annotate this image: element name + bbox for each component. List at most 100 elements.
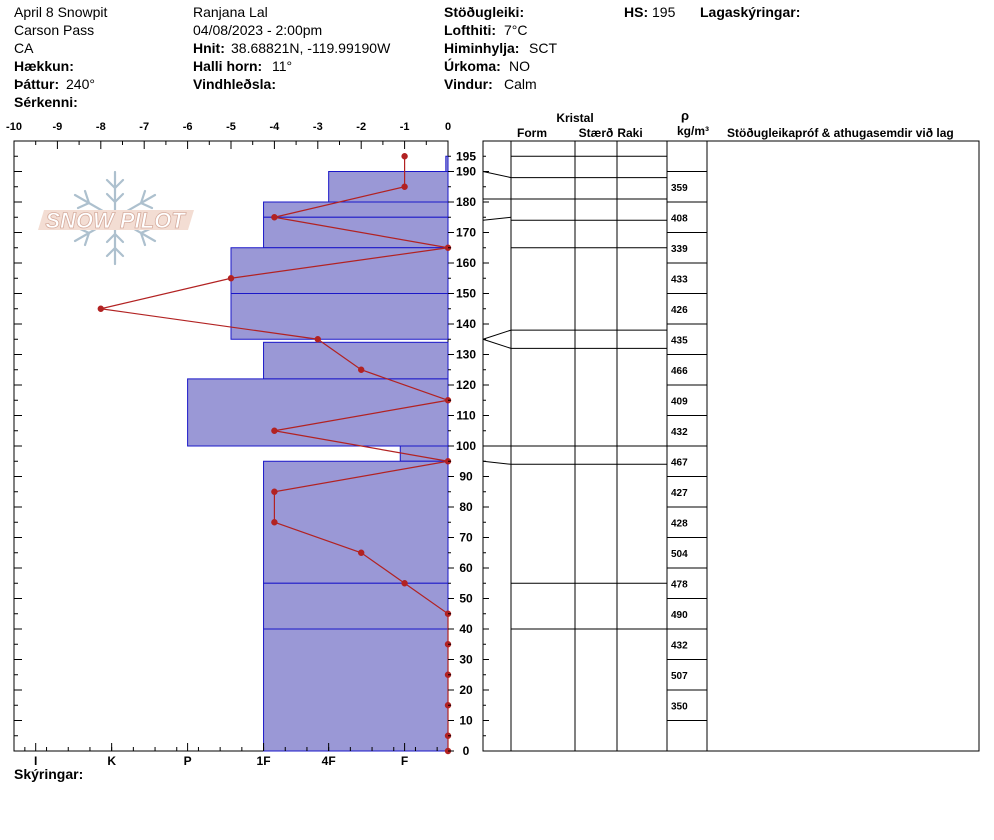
density-value: 359 [671, 183, 688, 194]
air-temp-value: 7°C [504, 22, 528, 38]
observer-name: Ranjana Lal [193, 4, 268, 20]
coords-label: Hnit: [193, 40, 225, 56]
features-label: Sérkenni: [14, 94, 78, 110]
temperature-tick-label: -7 [139, 121, 149, 133]
hardness-layer [445, 155, 449, 172]
density-value: 507 [671, 671, 688, 682]
snow-pilot-logo: SNOW PILOT [38, 170, 194, 266]
height-tick-label: 80 [459, 500, 473, 514]
height-tick-label: 140 [456, 317, 476, 331]
height-tick-label: 10 [459, 714, 473, 728]
layer-connector-line [482, 338, 512, 349]
layer-connector-line [482, 216, 512, 221]
temperature-tick-label: -10 [6, 121, 22, 133]
temperature-point [271, 214, 278, 221]
hardness-layer [187, 378, 449, 447]
air-temp-label: Lofthiti: [444, 22, 497, 38]
slope-value: 11° [272, 58, 293, 74]
height-tick-label: 50 [459, 592, 473, 606]
height-tick-label: 20 [459, 683, 473, 697]
rho-header: ρ [681, 108, 689, 123]
hardness-tick-label: F [401, 754, 408, 768]
density-value: 478 [671, 579, 688, 590]
temperature-point [271, 488, 278, 495]
height-tick-label: 100 [456, 439, 476, 453]
elevation-label: Hækkun: [14, 58, 74, 74]
layer-connector-line [482, 329, 512, 340]
wind-value: Calm [504, 76, 537, 92]
density-value: 433 [671, 274, 688, 285]
aspect-label: Þáttur: [14, 76, 60, 92]
temperature-tick-label: -8 [96, 121, 106, 133]
height-tick-label: 70 [459, 531, 473, 545]
size-header: Stærð [579, 126, 614, 140]
density-value: 467 [671, 457, 688, 468]
temperature-tick-label: -4 [270, 121, 281, 133]
density-value: 426 [671, 305, 688, 316]
density-value: 339 [671, 244, 688, 255]
hardness-axis: I K P 1F 4F F [24, 743, 438, 768]
temperature-point [401, 183, 408, 190]
hardness-tick-label: 4F [322, 754, 336, 768]
density-unit-header: kg/m³ [677, 124, 709, 138]
aspect-value: 240° [66, 76, 95, 92]
temperature-point [358, 549, 365, 556]
density-value: 432 [671, 640, 688, 651]
density-value: 432 [671, 427, 688, 438]
hs-label: HS: [624, 4, 649, 20]
temperature-tick-label: -9 [53, 121, 63, 133]
height-tick-label: 150 [456, 287, 476, 301]
tests-header: Stöðugleikapróf & athugasemdir við lag [727, 126, 954, 140]
wind-label: Vindur: [444, 76, 493, 92]
height-tick-label: 90 [459, 470, 473, 484]
density-value: 428 [671, 518, 688, 529]
layer-table: 359 408 339 433 426 435 466 409 432 467 427 428 504 4… [482, 108, 980, 752]
density-value: 350 [671, 701, 688, 712]
hardness-tick-label: 1F [257, 754, 271, 768]
temperature-point [401, 153, 408, 160]
density-value: 427 [671, 488, 688, 499]
temperature-tick-label: -6 [183, 121, 193, 133]
sky-label: Himinhylja: [444, 40, 520, 56]
hardness-layer [263, 582, 449, 630]
hardness-layer [230, 247, 449, 294]
hardness-layer [230, 293, 449, 340]
density-value: 409 [671, 396, 688, 407]
moisture-header: Raki [617, 126, 642, 140]
stability-label: Stöðugleiki: [444, 4, 525, 20]
density-value: 466 [671, 366, 688, 377]
temperature-point [401, 580, 408, 587]
height-tick-label: 40 [459, 622, 473, 636]
precip-label: Úrkoma: [444, 58, 501, 74]
height-tick-label: 160 [456, 256, 476, 270]
slope-label: Halli horn: [193, 58, 263, 74]
height-axis: 0 10 20 30 40 50 60 70 80 90 100 110 120 130 140 150 160… [14, 149, 489, 758]
svg-text:SNOW PILOT: SNOW PILOT [45, 208, 186, 233]
temperature-point [271, 519, 278, 526]
observation-datetime: 04/08/2023 - 2:00pm [193, 22, 323, 38]
temperature-point [314, 336, 321, 343]
height-tick-label: 170 [456, 226, 476, 240]
density-value: 504 [671, 549, 688, 560]
temperature-tick-label: 0 [445, 121, 451, 133]
state-name: CA [14, 40, 34, 56]
height-tick-label: 130 [456, 348, 476, 362]
hardness-layers [187, 155, 449, 752]
hardness-layer [263, 201, 449, 218]
height-tick-label: 120 [456, 378, 476, 392]
hs-value: 195 [652, 4, 676, 20]
hardness-tick-label: I [34, 754, 37, 768]
height-tick-label: 0 [463, 744, 470, 758]
temperature-point [227, 275, 235, 282]
density-column: 359 408 339 433 426 435 466 409 432 467 427 428 504 4… [667, 171, 707, 721]
hardness-tick-label: K [107, 754, 116, 768]
temperature-tick-label: -3 [313, 121, 323, 133]
height-tick-label: 180 [456, 195, 476, 209]
temperature-point [97, 305, 105, 312]
density-value: 490 [671, 610, 688, 621]
layer-connector-line [482, 171, 512, 179]
height-tick-label: 195 [456, 149, 476, 163]
precip-value: NO [509, 58, 530, 74]
wind-loading-label: Vindhleðsla: [193, 76, 276, 92]
